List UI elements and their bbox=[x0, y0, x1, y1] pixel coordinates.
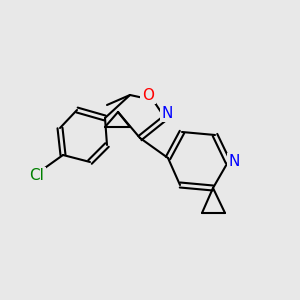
Text: Cl: Cl bbox=[30, 169, 44, 184]
Text: N: N bbox=[161, 106, 173, 121]
Text: N: N bbox=[228, 154, 240, 169]
Text: O: O bbox=[142, 88, 154, 103]
